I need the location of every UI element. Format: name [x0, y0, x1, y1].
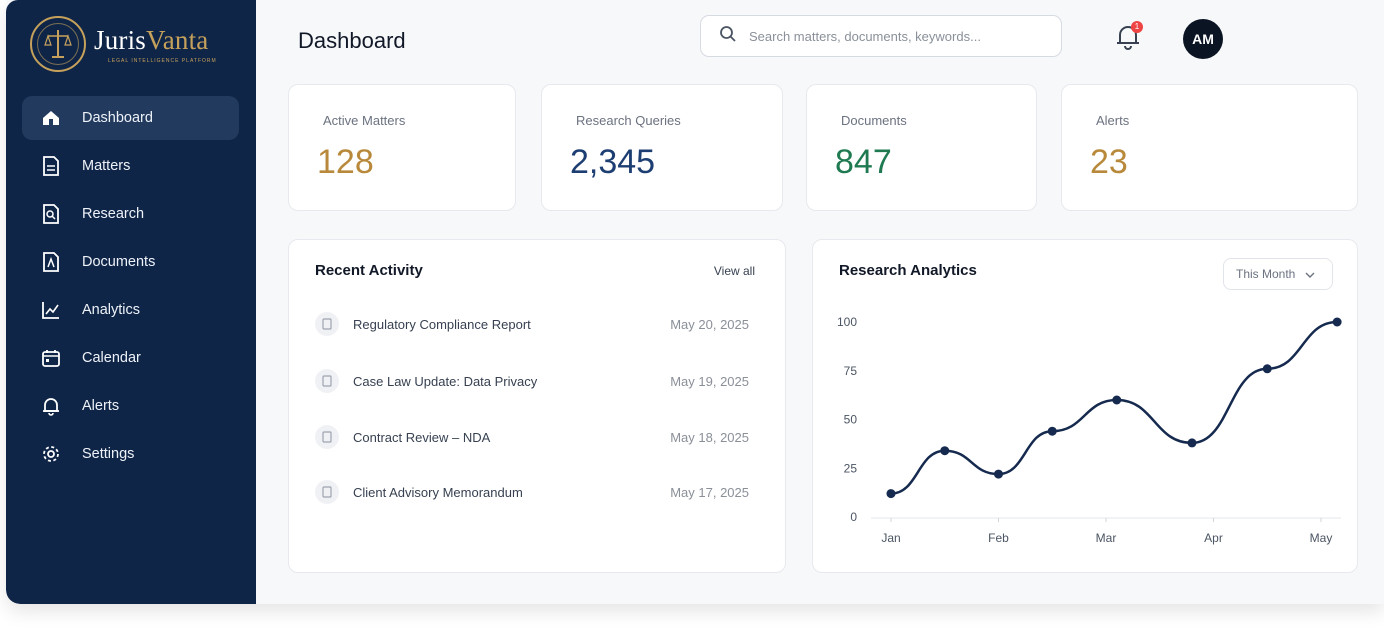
stat-value: 847 [835, 143, 892, 181]
data-point [1187, 438, 1197, 448]
research-analytics-chart: 0 25 50 75 100 Jan Feb Mar Apr May [837, 315, 1342, 545]
data-point [994, 469, 1003, 479]
x-tick-label: Apr [1204, 531, 1223, 545]
sidebar-item-label: Analytics [82, 302, 141, 318]
file-icon [315, 425, 339, 449]
brand-logo[interactable]: JurisVanta Legal Intelligence Platform [30, 14, 240, 74]
list-item[interactable]: Contract Review – NDA May 18, 2025 [315, 423, 755, 451]
sidebar-item-alerts[interactable]: Alerts [22, 384, 239, 428]
brand-name: JurisVanta [94, 24, 209, 55]
data-point [886, 489, 896, 499]
activity-title: Regulatory Compliance Report [353, 316, 531, 332]
list-item[interactable]: Client Advisory Memorandum May 17, 2025 [315, 478, 755, 506]
y-tick-label: 0 [850, 510, 857, 524]
gear-icon [40, 443, 62, 465]
stat-card-research-queries[interactable]: Research Queries 2,345 [541, 84, 783, 211]
sidebar-nav: Dashboard Matters Research Documents [22, 96, 239, 480]
y-tick-label: 50 [844, 413, 858, 427]
sidebar-item-settings[interactable]: Settings [22, 432, 239, 476]
activity-title: Case Law Update: Data Privacy [353, 373, 538, 389]
search-icon [719, 25, 737, 48]
stat-card-documents[interactable]: Documents 847 [806, 84, 1037, 211]
sidebar-item-label: Settings [82, 446, 135, 462]
y-tick-label: 75 [844, 364, 858, 378]
stat-value: 128 [317, 143, 374, 181]
sidebar: JurisVanta Legal Intelligence Platform D… [6, 0, 256, 604]
data-point [1112, 395, 1122, 405]
x-tick-label: Feb [988, 531, 1009, 545]
chart-icon [40, 299, 62, 321]
research-icon [40, 203, 62, 225]
stat-label: Active Matters [323, 113, 406, 128]
recent-activity-panel: Recent Activity View all Regulatory Comp… [288, 239, 786, 573]
search-input[interactable] [749, 28, 1049, 44]
stat-label: Alerts [1096, 113, 1130, 128]
brand-tagline: Legal Intelligence Platform [108, 57, 217, 64]
period-label: This Month [1236, 267, 1296, 281]
file-icon [315, 480, 339, 504]
app-window: JurisVanta Legal Intelligence Platform D… [6, 0, 1384, 604]
stat-card-active-matters[interactable]: Active Matters 128 [288, 84, 516, 211]
panel-title: Research Analytics [839, 262, 977, 279]
stat-label: Research Queries [576, 113, 681, 128]
sidebar-item-label: Matters [82, 158, 131, 174]
sidebar-item-label: Dashboard [82, 110, 153, 126]
period-dropdown[interactable]: This Month [1223, 258, 1333, 290]
list-item[interactable]: Regulatory Compliance Report May 20, 202… [315, 310, 755, 338]
chevron-down-icon [1305, 267, 1315, 281]
view-all-link[interactable]: View all [713, 264, 755, 278]
panel-title: Recent Activity [315, 262, 423, 279]
sidebar-item-matters[interactable]: Matters [22, 144, 239, 188]
sidebar-item-research[interactable]: Research [22, 192, 239, 236]
x-tick-label: Mar [1096, 531, 1117, 545]
page-title: Dashboard [298, 28, 406, 53]
research-analytics-panel: Research Analytics This Month 0 25 50 75 100… [812, 239, 1358, 573]
x-tick-label: May [1310, 531, 1333, 545]
bell-icon [40, 395, 62, 417]
data-point [1262, 364, 1272, 374]
stat-label: Documents [841, 113, 907, 128]
document-icon [40, 155, 62, 177]
sidebar-item-analytics[interactable]: Analytics [22, 288, 239, 332]
file-icon [315, 369, 339, 393]
data-point [1332, 317, 1342, 327]
pdf-icon [40, 251, 62, 273]
sidebar-item-calendar[interactable]: Calendar [22, 336, 239, 380]
stat-value: 2,345 [570, 143, 656, 181]
stat-card-alerts[interactable]: Alerts 23 [1061, 84, 1358, 211]
activity-title: Client Advisory Memorandum [353, 484, 523, 500]
bell-icon [1114, 26, 1142, 56]
search-bar[interactable] [700, 15, 1062, 57]
sidebar-item-label: Research [82, 206, 145, 222]
data-point [940, 446, 950, 456]
sidebar-item-documents[interactable]: Documents [22, 240, 239, 284]
y-tick-label: 25 [844, 461, 858, 475]
data-point [1047, 426, 1057, 436]
sidebar-item-label: Alerts [82, 398, 120, 414]
series-line [890, 320, 1338, 495]
notifications-button[interactable]: 1 [1114, 21, 1144, 56]
sidebar-item-dashboard[interactable]: Dashboard [22, 96, 239, 140]
activity-date: May 17, 2025 [670, 484, 749, 500]
scales-emblem-icon [30, 16, 86, 72]
activity-date: May 18, 2025 [670, 429, 749, 445]
stat-value: 23 [1090, 143, 1128, 181]
avatar[interactable]: AM [1183, 19, 1223, 59]
y-tick-label: 100 [837, 315, 857, 329]
activity-date: May 19, 2025 [670, 373, 749, 389]
calendar-icon [40, 347, 62, 369]
sidebar-item-label: Calendar [82, 350, 141, 366]
activity-title: Contract Review – NDA [353, 429, 491, 445]
x-tick-label: Jan [881, 531, 900, 545]
activity-date: May 20, 2025 [670, 316, 749, 332]
file-icon [315, 312, 339, 336]
sidebar-item-label: Documents [82, 254, 156, 270]
list-item[interactable]: Case Law Update: Data Privacy May 19, 20… [315, 367, 755, 395]
notification-badge: 1 [1131, 21, 1143, 33]
home-icon [40, 107, 62, 129]
